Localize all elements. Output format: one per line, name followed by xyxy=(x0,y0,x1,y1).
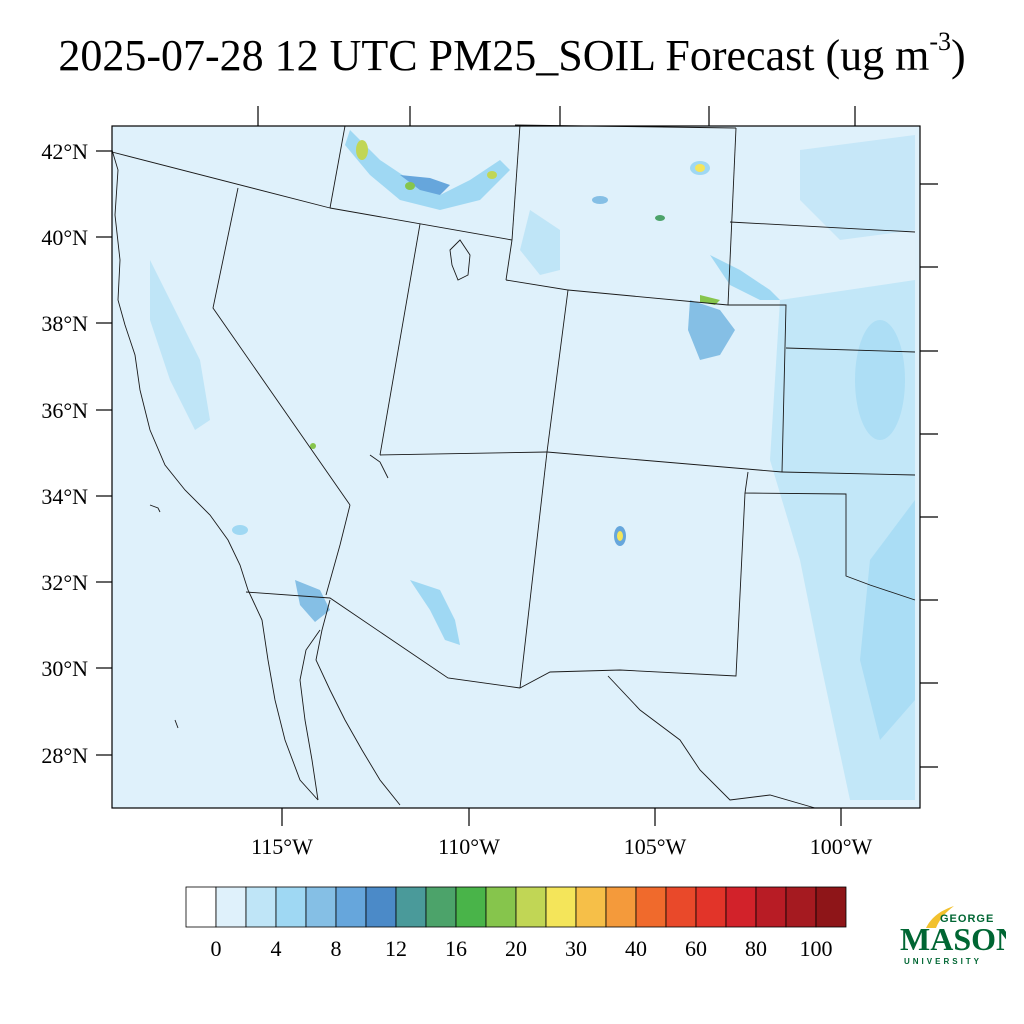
lat-label: 28°N xyxy=(41,743,88,768)
colorbar-label: 20 xyxy=(505,936,527,961)
lon-label: 100°W xyxy=(810,834,873,859)
colorbar-swatch xyxy=(725,886,757,928)
logo-mason: MASON xyxy=(900,921,1006,957)
colorbar-swatch xyxy=(785,886,817,928)
colorbar-swatch xyxy=(365,886,397,928)
colorbar-swatch xyxy=(635,886,667,928)
lon-label: 115°W xyxy=(251,834,313,859)
lat-label: 40°N xyxy=(41,225,88,250)
colorbar-swatch xyxy=(575,886,607,928)
longitude-labels: 115°W 110°W 105°W 100°W xyxy=(251,834,872,859)
title-text: 2025-07-28 12 UTC PM25_SOIL Forecast (ug… xyxy=(58,31,930,80)
colorbar-label: 60 xyxy=(685,936,707,961)
latitude-labels: 42°N 40°N 38°N 36°N 34°N 32°N 30°N 28°N xyxy=(41,139,88,768)
colorbar-swatch xyxy=(455,886,487,928)
colorbar-swatch xyxy=(605,886,637,928)
colorbar-swatch xyxy=(305,886,337,928)
lon-label: 110°W xyxy=(438,834,500,859)
colorbar-label: 16 xyxy=(445,936,467,961)
lat-label: 34°N xyxy=(41,484,88,509)
colorbar-labels: 0 4 8 12 16 20 30 40 60 80 100 xyxy=(211,936,833,961)
colorbar-label: 0 xyxy=(211,936,222,961)
lat-label: 32°N xyxy=(41,570,88,595)
lon-label: 105°W xyxy=(624,834,687,859)
logo-george: GEORGE xyxy=(940,913,994,925)
boundaries xyxy=(111,124,916,809)
colorbar-swatch xyxy=(185,886,217,928)
colorbar-label: 4 xyxy=(271,936,282,961)
colorbar-swatch xyxy=(815,886,847,928)
colorbar-swatch xyxy=(215,886,247,928)
colorbar-swatch xyxy=(755,886,787,928)
lat-label: 38°N xyxy=(41,311,88,336)
colorbar-label: 30 xyxy=(565,936,587,961)
colorbar-swatch xyxy=(485,886,517,928)
logo-flame-icon xyxy=(926,906,954,928)
tick-marks xyxy=(96,106,938,826)
map-frame xyxy=(111,125,921,809)
lat-label: 30°N xyxy=(41,656,88,681)
colorbar-swatch xyxy=(665,886,697,928)
colorbar-swatch xyxy=(515,886,547,928)
title-superscript: -3 xyxy=(929,27,951,57)
colorbar-label: 12 xyxy=(385,936,407,961)
colorbar-label: 80 xyxy=(745,936,767,961)
colorbar-swatch xyxy=(425,886,457,928)
colorbar-swatch xyxy=(275,886,307,928)
page-title: 2025-07-28 12 UTC PM25_SOIL Forecast (ug… xyxy=(0,27,1024,81)
colorbar-label: 8 xyxy=(331,936,342,961)
lat-label: 42°N xyxy=(41,139,88,164)
concentration-shading xyxy=(150,130,915,800)
colorbar-label: 40 xyxy=(625,936,647,961)
colorbar-swatch xyxy=(545,886,577,928)
title-close: ) xyxy=(951,31,966,80)
colorbar-swatch xyxy=(395,886,427,928)
colorbar xyxy=(185,886,847,928)
gmu-logo: GEORGE MASON UNIVERSITY xyxy=(900,906,1006,966)
logo-university: UNIVERSITY xyxy=(904,957,982,966)
lat-label: 36°N xyxy=(41,398,88,423)
colorbar-swatch xyxy=(335,886,367,928)
colorbar-label: 100 xyxy=(800,936,833,961)
colorbar-swatch xyxy=(695,886,727,928)
colorbar-swatch xyxy=(245,886,277,928)
